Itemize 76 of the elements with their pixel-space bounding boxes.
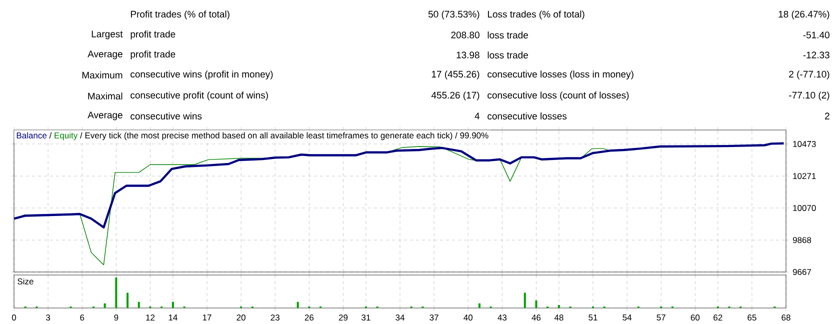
- y-tick-label: 10070: [793, 204, 816, 211]
- text: Maximum: [82, 72, 122, 78]
- y-tick-label: 10473: [793, 140, 816, 147]
- text: 18 (26.47%): [778, 10, 830, 20]
- x-tick-label: 51: [588, 314, 598, 320]
- text: Equity: [54, 132, 78, 140]
- text: 50 (73.53%): [428, 10, 480, 20]
- text: Balance: [16, 132, 47, 138]
- x-tick-label: 37: [430, 314, 438, 321]
- text: 2 (-77.10): [789, 70, 830, 80]
- x-tick-label: 31: [362, 314, 370, 321]
- text: -51.40: [803, 32, 830, 38]
- text: Average: [88, 112, 122, 120]
- x-tick-label: 6: [80, 314, 84, 321]
- annotation: /: [80, 132, 82, 138]
- bar: [126, 292, 129, 308]
- text: Profit trades (% of total): [130, 10, 230, 20]
- x-tick-label: 68: [782, 314, 790, 321]
- x-tick-label: 40: [464, 314, 473, 321]
- text: loss trade: [488, 52, 528, 58]
- x-tick-label: 62: [714, 314, 722, 321]
- annotation: /: [49, 132, 52, 138]
- bar: [296, 302, 299, 308]
- x-tick-label: 3: [46, 314, 50, 321]
- bar: [535, 300, 538, 308]
- x-tick-label: 20: [236, 314, 246, 321]
- y-tick-label: 9667: [792, 268, 812, 276]
- text: profit trade: [130, 30, 176, 40]
- x-tick-label: 9: [114, 314, 118, 321]
- text: consecutive loss (count of losses): [488, 92, 629, 100]
- bar: [172, 302, 174, 308]
- text: 13.98: [456, 52, 480, 58]
- x-tick-label: 57: [656, 314, 666, 320]
- x-tick-label: 23: [270, 314, 280, 321]
- text: Largest: [92, 30, 123, 40]
- line-series: [14, 142, 785, 228]
- x-tick-label: 17: [202, 314, 212, 320]
- text: consecutive wins (profit in money): [130, 70, 273, 80]
- text: consecutive wins: [130, 112, 202, 120]
- bar: [558, 304, 560, 308]
- text: 17 (455.26): [432, 70, 480, 80]
- text: 208.80: [451, 32, 480, 38]
- x-tick-label: 12: [146, 314, 155, 320]
- x-tick-label: 48: [554, 314, 564, 321]
- text: loss trade: [488, 32, 528, 38]
- bar: [115, 277, 118, 308]
- text: consecutive profit (count of wins): [130, 92, 268, 100]
- text: 455.26 (17): [431, 92, 480, 100]
- x-tick-label: 60: [690, 314, 700, 321]
- chart-subtitle: Every tick (the most precise method based on all available least timeframes to generate each tick) / 99.90%: [85, 132, 488, 140]
- x-tick-label: 29: [338, 314, 348, 321]
- text: -77.10 (2): [789, 92, 830, 100]
- text: profit trade: [130, 50, 176, 60]
- x-tick-label: 65: [748, 314, 756, 321]
- bar: [478, 303, 480, 308]
- x-tick-label: 54: [622, 314, 632, 320]
- bar: [524, 292, 526, 308]
- text: Average: [88, 50, 122, 60]
- bar: [138, 302, 140, 308]
- text: Maximal: [88, 92, 122, 100]
- x-tick-label: 14: [168, 314, 178, 320]
- x-tick-label: 43: [498, 314, 507, 321]
- x-tick-label: 46: [532, 314, 541, 321]
- text: 4: [474, 112, 480, 120]
- text: Loss trades (% of total): [488, 10, 584, 20]
- x-tick-label: 34: [396, 314, 404, 321]
- text: consecutive losses (loss in money): [488, 70, 634, 80]
- text: 2: [825, 112, 830, 120]
- text: -12.33: [803, 52, 830, 58]
- x-tick-label: 0: [12, 314, 16, 321]
- y-tick-label: 9868: [792, 237, 812, 244]
- y-tick-label: 10271: [793, 173, 816, 180]
- bar: [104, 303, 106, 308]
- text: consecutive losses: [488, 112, 567, 120]
- chart-title: Size: [18, 278, 34, 284]
- x-tick-label: 26: [304, 314, 314, 321]
